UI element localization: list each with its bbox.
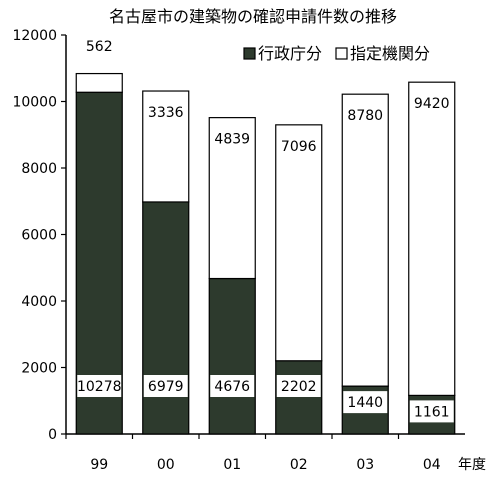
data-label-box bbox=[77, 375, 122, 397]
y-tick-label: 0 bbox=[48, 427, 57, 443]
bar-segment-gyosei bbox=[142, 201, 190, 435]
x-tick-label: 04 bbox=[423, 457, 441, 473]
data-label-box bbox=[409, 400, 454, 423]
x-tick-label: 00 bbox=[157, 457, 175, 473]
bars: 10278 562 6979 3336 4676 4839 2202 7096 1440 8780… bbox=[75, 39, 456, 435]
data-label-gyosei: 1161 bbox=[414, 404, 450, 420]
bar-segment-gyosei bbox=[208, 277, 256, 435]
data-label-box bbox=[143, 375, 188, 397]
data-label-shitei: 7096 bbox=[281, 139, 317, 155]
data-label-gyosei: 4676 bbox=[214, 379, 250, 395]
y-tick-label: 10000 bbox=[12, 95, 57, 111]
x-axis-title: 年度 bbox=[458, 457, 486, 473]
x-tick-label: 99 bbox=[90, 457, 108, 473]
x-axis: 99 00 01 02 03 04 bbox=[65, 433, 465, 473]
data-label-box bbox=[210, 375, 255, 397]
legend: 行政庁分 指定機関分 bbox=[243, 44, 430, 63]
legend-swatch bbox=[243, 47, 256, 60]
data-label-gyosei: 10278 bbox=[77, 379, 122, 395]
x-tick-label: 02 bbox=[290, 457, 308, 473]
legend-swatch bbox=[335, 47, 348, 60]
data-label-gyosei: 6979 bbox=[148, 379, 184, 395]
data-label-gyosei: 2202 bbox=[281, 379, 317, 395]
data-label-shitei: 8780 bbox=[347, 108, 383, 124]
bar-segment-shitei bbox=[408, 81, 456, 396]
y-tick-label: 2000 bbox=[21, 361, 57, 377]
data-label-gyosei: 1440 bbox=[347, 395, 383, 411]
chart-title: 名古屋市の建築物の確認申請件数の推移 bbox=[109, 7, 397, 26]
y-tick-label: 8000 bbox=[21, 161, 57, 177]
bar-segment-shitei bbox=[75, 72, 123, 93]
bar-segment-shitei bbox=[341, 93, 389, 387]
bar-segment-shitei bbox=[275, 124, 323, 362]
data-label-shitei: 9420 bbox=[414, 96, 450, 112]
data-label-shitei: 562 bbox=[86, 39, 113, 55]
data-label-shitei: 4839 bbox=[214, 132, 250, 148]
data-label-shitei: 3336 bbox=[148, 105, 184, 121]
legend-label: 指定機関分 bbox=[350, 44, 430, 63]
y-axis: 0 2000 4000 6000 8000 10000 12000 bbox=[12, 28, 67, 443]
x-tick-label: 03 bbox=[356, 457, 374, 473]
y-tick-label: 12000 bbox=[12, 28, 57, 44]
bar-segment-shitei bbox=[142, 90, 190, 203]
y-tick-label: 4000 bbox=[21, 294, 57, 310]
bar-segment-gyosei bbox=[275, 360, 323, 435]
data-label-box bbox=[343, 391, 388, 414]
x-tick-label: 01 bbox=[223, 457, 241, 473]
data-label-box bbox=[276, 375, 321, 397]
y-tick-label: 6000 bbox=[21, 228, 57, 244]
bar-segment-shitei bbox=[208, 117, 256, 280]
legend-label: 行政庁分 bbox=[258, 44, 322, 63]
